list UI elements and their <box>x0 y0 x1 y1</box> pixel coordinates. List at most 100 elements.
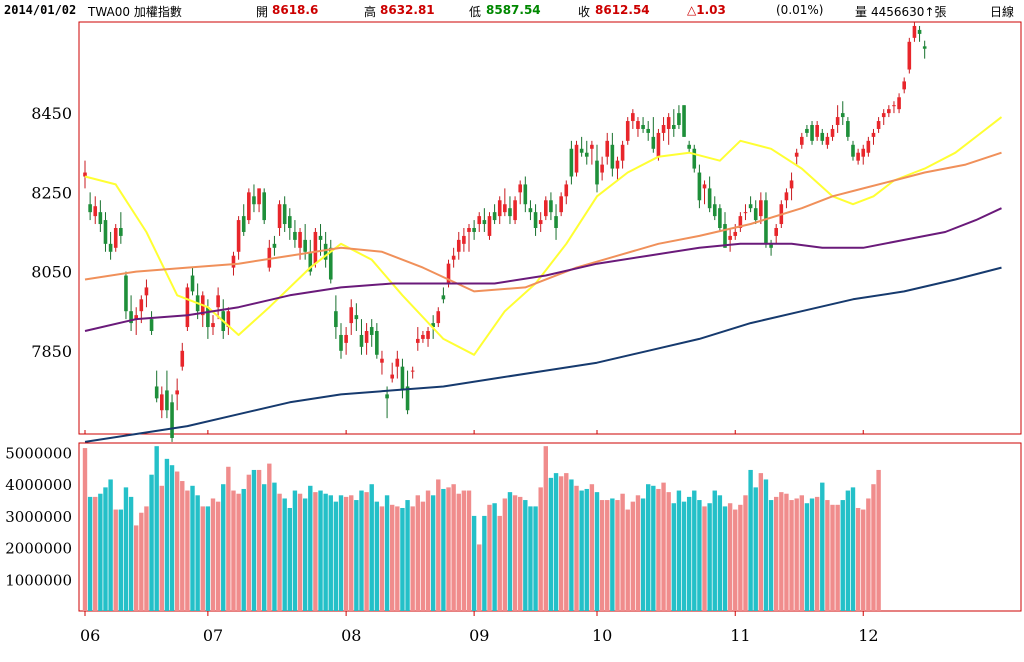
candle-body <box>902 81 906 90</box>
candle-body <box>108 243 113 252</box>
volume-bar <box>215 501 221 611</box>
volume-bar <box>743 495 748 611</box>
candle-body <box>410 370 415 372</box>
candle-body <box>472 228 476 232</box>
candle-body <box>236 220 241 252</box>
volume-bar <box>456 493 461 611</box>
candle-body <box>380 358 384 363</box>
volume-bar <box>349 495 354 611</box>
volume-bar <box>630 501 636 611</box>
candle-body <box>759 200 763 217</box>
volume-bar <box>108 479 113 611</box>
candle-body <box>231 255 236 268</box>
candle-body <box>892 105 896 107</box>
volume-bar <box>128 496 134 611</box>
candle-body <box>718 208 722 228</box>
volume-tick-label: 1000000 <box>5 571 72 589</box>
candle-body <box>610 144 615 169</box>
volume-bar <box>738 504 743 611</box>
volume-bar <box>226 466 231 611</box>
volume-bar <box>241 488 246 611</box>
price-panel: 7850 8050 8250 8450 <box>31 21 1022 443</box>
candle-body <box>825 136 830 145</box>
candle-body <box>646 128 650 133</box>
volume-bar <box>93 496 98 611</box>
volume-bar <box>712 490 717 611</box>
volume-bar <box>656 488 661 611</box>
price-frame <box>78 21 1022 435</box>
volume-bar <box>707 503 712 611</box>
volume-bar <box>149 474 154 611</box>
candle-body <box>625 121 630 141</box>
volume-bar <box>318 490 323 611</box>
candle-body <box>666 117 671 129</box>
candle-body <box>441 295 446 300</box>
candle-body <box>344 334 348 343</box>
candle-body <box>897 97 901 110</box>
volume-bar <box>789 500 794 611</box>
candle-body <box>364 331 369 343</box>
volume-bar <box>436 479 441 611</box>
volume-bar <box>139 512 144 611</box>
volume-bar <box>594 492 600 611</box>
volume-bar <box>328 495 333 611</box>
candle-body <box>282 204 287 225</box>
volume-tick-label: 5000000 <box>5 445 72 463</box>
volume-bar <box>497 515 502 611</box>
volume-bar <box>390 504 395 611</box>
candle-body <box>165 390 169 411</box>
candle-body <box>395 358 400 367</box>
moving-average-line <box>84 207 1002 332</box>
change-percent: (0.01%) <box>776 3 824 17</box>
candle-body <box>339 334 343 351</box>
volume-bar <box>820 482 825 611</box>
volume-bar <box>118 509 124 611</box>
volume-bar <box>599 500 605 611</box>
volume-bar <box>651 485 656 611</box>
candle-body <box>656 132 661 157</box>
candle-body <box>426 331 430 339</box>
volume-bar <box>866 498 871 611</box>
candle-body <box>313 231 318 264</box>
candle-body <box>503 204 507 213</box>
candle-body <box>354 315 359 320</box>
candle-body <box>743 212 748 214</box>
volume-bar <box>205 506 211 611</box>
volume-bar <box>395 506 400 611</box>
volume-bar <box>272 482 277 611</box>
candle-body <box>590 144 594 149</box>
candle-body <box>569 148 574 177</box>
volume-bar <box>441 488 446 611</box>
volume-bar <box>195 495 200 611</box>
volume-bar <box>855 507 861 611</box>
symbol-name: TWA00 加權指數 <box>88 5 182 19</box>
volume-bar <box>292 490 298 611</box>
candle-body <box>733 231 738 236</box>
volume-bar <box>262 484 267 611</box>
candle-body <box>881 113 886 118</box>
volume-bar <box>763 479 769 611</box>
low-label: 低 <box>469 5 482 19</box>
volume-bar <box>871 484 876 611</box>
volume-bar <box>518 496 523 611</box>
candle-body <box>416 338 420 343</box>
volume-bar <box>282 498 287 611</box>
moving-average-line <box>84 151 1002 293</box>
candle-body <box>789 180 794 189</box>
volume-bar <box>640 498 646 611</box>
candle-body <box>549 200 553 213</box>
volume-bar <box>748 469 753 611</box>
candle-body <box>712 204 717 217</box>
candle-body <box>170 402 174 438</box>
volume-bar <box>221 484 226 611</box>
volume-bar <box>804 503 810 611</box>
volume-bar <box>753 487 758 611</box>
candle-body <box>323 243 328 260</box>
candle-body <box>303 239 307 252</box>
candle-body <box>241 216 246 232</box>
candle-body <box>211 323 215 328</box>
candle-body <box>912 25 917 38</box>
candle-body <box>605 140 610 157</box>
volume-bar <box>574 485 579 611</box>
